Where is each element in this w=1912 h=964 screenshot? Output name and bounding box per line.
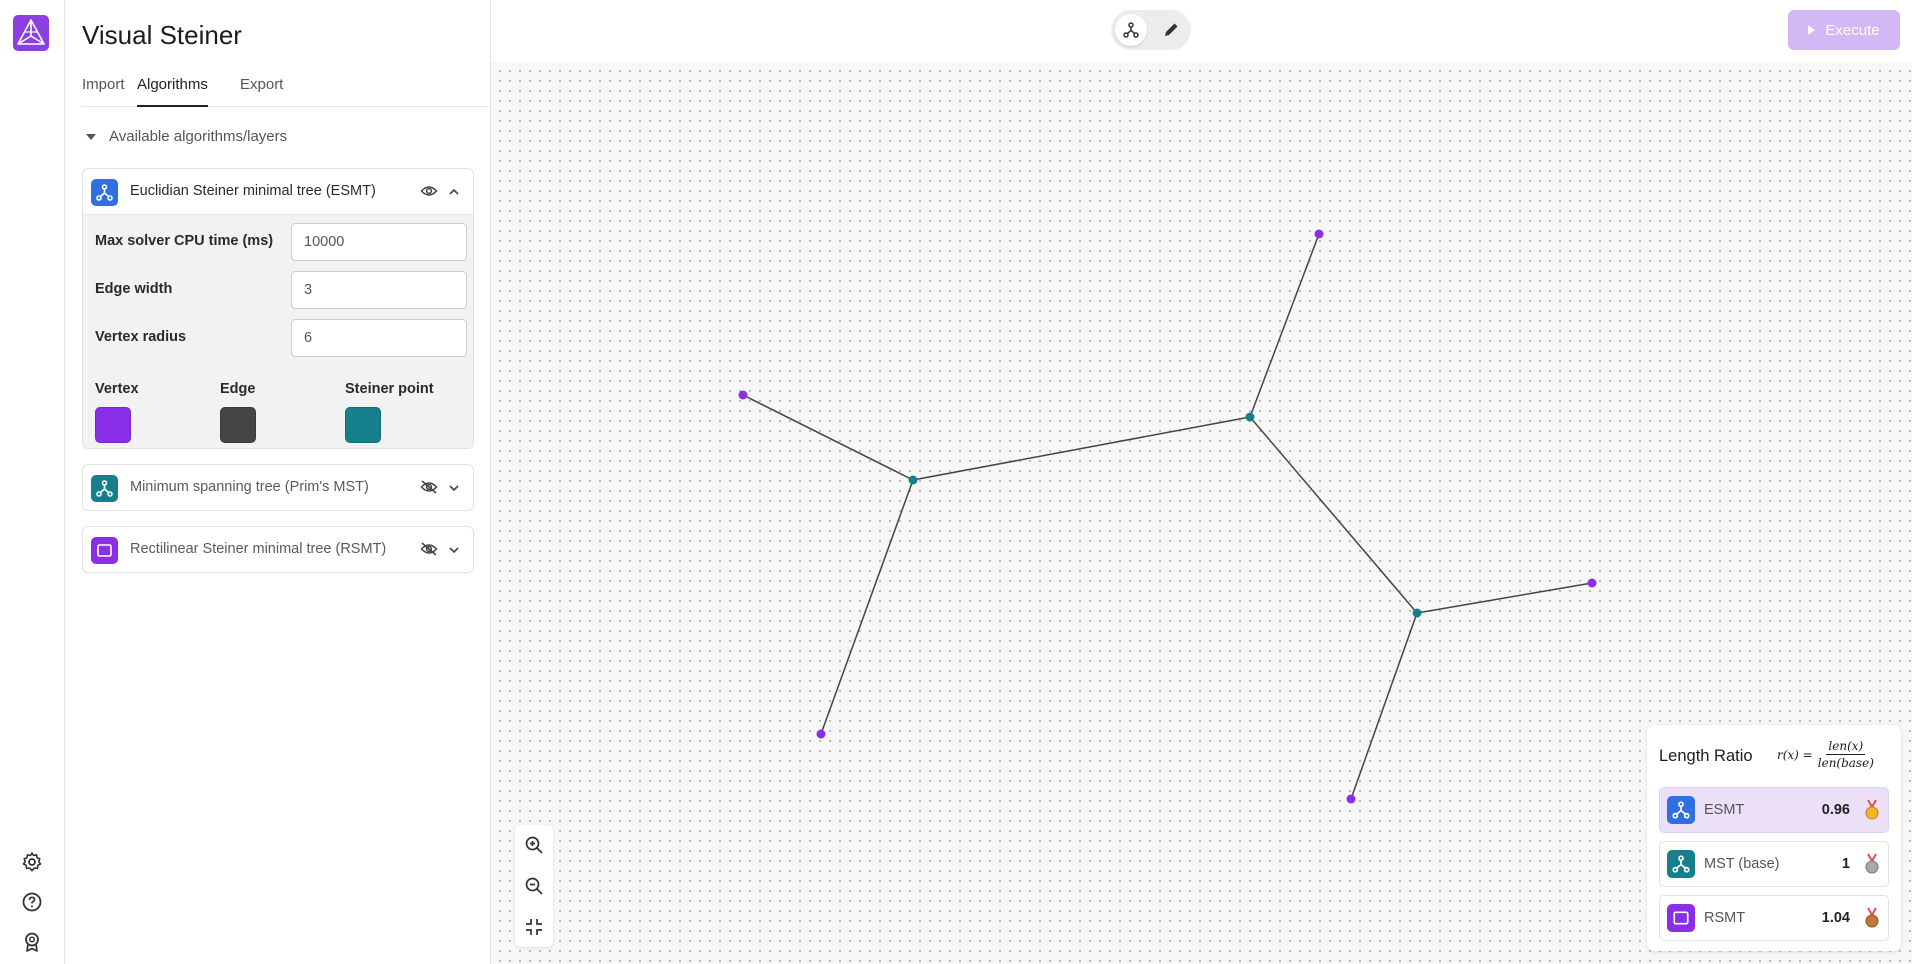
tab-algorithms[interactable]: Algorithms — [137, 76, 208, 107]
edge-width-input[interactable] — [291, 271, 467, 309]
left-rail — [0, 0, 65, 964]
graph-edge — [742, 394, 914, 481]
layer-title-esmt: Euclidian Steiner minimal tree (ESMT) — [130, 183, 376, 199]
chevron-down-icon[interactable] — [448, 481, 460, 493]
tab-export[interactable]: Export — [240, 76, 284, 93]
length-ratio-panel: Length Ratio r(x) = len(x) len(base) ESM… — [1647, 725, 1901, 951]
vertex[interactable] — [1346, 794, 1356, 804]
play-icon — [1808, 25, 1816, 35]
vertex[interactable] — [1587, 578, 1597, 588]
formula-fraction: len(x) len(base) — [1818, 739, 1874, 770]
tab-import[interactable]: Import — [82, 76, 125, 93]
gold-medal-icon — [1864, 799, 1880, 821]
app-title: Visual Steiner — [82, 20, 242, 50]
graph-drawing — [738, 229, 1597, 804]
ratio-name: RSMT — [1704, 910, 1746, 926]
layers-section-toggle[interactable]: Available algorithms/layers — [82, 128, 287, 145]
edit-mode-button[interactable] — [1155, 14, 1187, 46]
layer-card-esmt-settings: Max solver CPU time (ms) Edge width Vert… — [83, 214, 473, 448]
tab-bar: Import Algorithms Export — [82, 70, 490, 107]
help-icon[interactable] — [20, 890, 44, 914]
execute-button[interactable]: Execute — [1788, 10, 1900, 50]
length-ratio-title: Length Ratio — [1659, 747, 1753, 765]
steiner-logo-icon — [13, 15, 49, 51]
mode-toggle — [1111, 10, 1191, 50]
execute-label: Execute — [1825, 21, 1880, 39]
vertex-radius-label: Vertex radius — [95, 329, 187, 345]
ratio-value: 0.96 — [1821, 802, 1850, 818]
chevron-down-icon[interactable] — [448, 543, 460, 555]
eye-icon[interactable] — [420, 184, 438, 198]
tree-icon — [1667, 850, 1695, 878]
layer-card-rsmt-header[interactable]: Rectilinear Steiner minimal tree (RSMT) — [83, 527, 473, 572]
formula-denominator: len(base) — [1817, 756, 1874, 770]
eye-off-icon[interactable] — [420, 480, 438, 494]
vertex-color-label: Vertex — [95, 381, 139, 397]
edge-color-swatch[interactable] — [220, 407, 256, 443]
formula-lhs: r(x) = — [1777, 747, 1813, 762]
silver-medal-icon — [1864, 853, 1880, 875]
ratio-formula: r(x) = len(x) len(base) — [1777, 739, 1874, 770]
graph-edge — [912, 416, 1251, 481]
side-panel: Visual Steiner Import Algorithms Export … — [65, 0, 491, 964]
eye-off-icon[interactable] — [420, 542, 438, 556]
graph-edge — [1416, 582, 1593, 614]
caret-down-icon — [86, 133, 96, 140]
cpu-time-label: Max solver CPU time (ms) — [95, 233, 274, 249]
graph-edge — [1249, 233, 1320, 418]
ratio-row-esmt[interactable]: ESMT 0.96 — [1659, 787, 1889, 833]
top-bar — [491, 0, 1912, 62]
steiner-point[interactable] — [908, 475, 918, 485]
settings-icon[interactable] — [20, 850, 44, 874]
rectangle-icon — [91, 537, 118, 564]
steiner-point[interactable] — [1412, 608, 1422, 618]
badge-icon[interactable] — [20, 930, 44, 954]
graph-mode-button[interactable] — [1115, 14, 1147, 46]
graph-edge — [820, 479, 914, 735]
ratio-value: 1 — [1841, 856, 1850, 872]
ratio-name: ESMT — [1704, 802, 1745, 818]
vertex[interactable] — [1314, 229, 1324, 239]
bronze-medal-icon — [1864, 907, 1880, 929]
zoom-in-icon[interactable] — [524, 835, 544, 855]
zoom-out-icon[interactable] — [524, 876, 544, 896]
vertex[interactable] — [816, 729, 826, 739]
ratio-name: MST (base) — [1704, 856, 1780, 872]
ratio-row-rsmt[interactable]: RSMT 1.04 — [1659, 895, 1889, 941]
zoom-controls — [515, 825, 553, 947]
layer-card-mst: Minimum spanning tree (Prim's MST) — [82, 464, 474, 511]
rectangle-icon — [1667, 904, 1695, 932]
layer-title-mst: Minimum spanning tree (Prim's MST) — [130, 479, 369, 495]
steiner-color-label: Steiner point — [345, 381, 434, 397]
tree-icon — [91, 475, 118, 502]
graph-edge — [1249, 416, 1418, 614]
steiner-point[interactable] — [1245, 412, 1255, 422]
cpu-time-input[interactable] — [291, 223, 467, 261]
vertex-color-swatch[interactable] — [95, 407, 131, 443]
vertex-radius-input[interactable] — [291, 319, 467, 357]
layer-card-rsmt: Rectilinear Steiner minimal tree (RSMT) — [82, 526, 474, 573]
chevron-up-icon[interactable] — [448, 185, 460, 197]
layers-section-label: Available algorithms/layers — [109, 128, 288, 145]
layer-card-esmt: Euclidian Steiner minimal tree (ESMT) Ma… — [82, 168, 474, 449]
graph-edge — [1350, 612, 1418, 800]
formula-numerator: len(x) — [1826, 739, 1866, 755]
edge-width-label: Edge width — [95, 281, 173, 297]
fit-view-icon[interactable] — [524, 917, 544, 937]
layer-card-mst-header[interactable]: Minimum spanning tree (Prim's MST) — [83, 465, 473, 510]
ratio-row-mst[interactable]: MST (base) 1 — [1659, 841, 1889, 887]
tree-icon — [91, 179, 118, 206]
ratio-value: 1.04 — [1821, 910, 1850, 926]
edge-color-label: Edge — [220, 381, 256, 397]
layer-title-rsmt: Rectilinear Steiner minimal tree (RSMT) — [130, 541, 387, 557]
steiner-color-swatch[interactable] — [345, 407, 381, 443]
tree-icon — [1667, 796, 1695, 824]
vertex[interactable] — [738, 390, 748, 400]
layer-card-esmt-header[interactable]: Euclidian Steiner minimal tree (ESMT) — [83, 169, 473, 214]
